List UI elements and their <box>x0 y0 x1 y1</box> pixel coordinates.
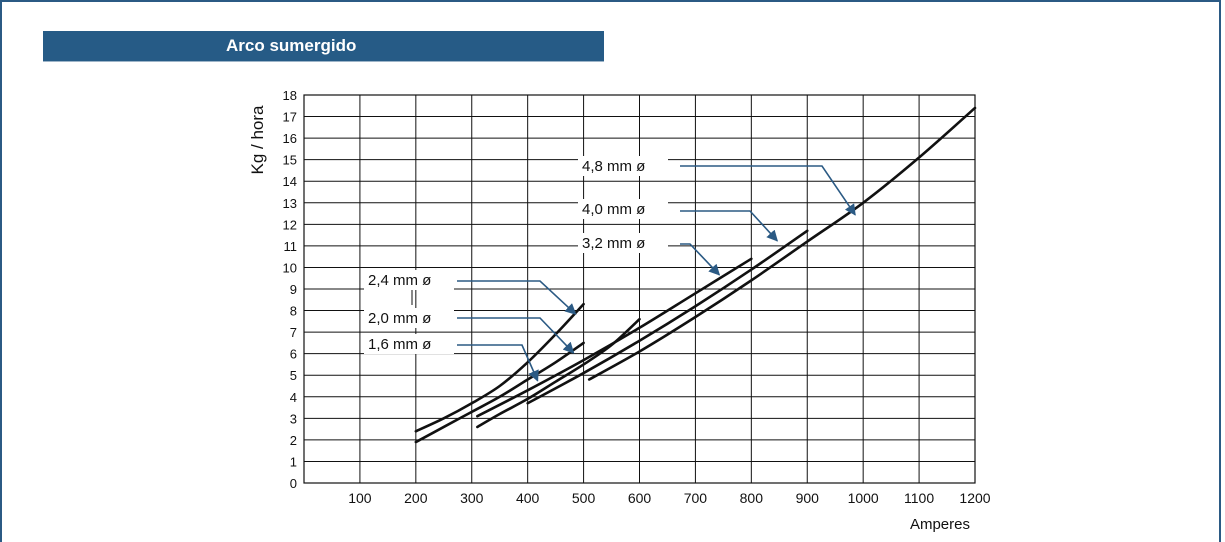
curve-32mm <box>476 257 753 418</box>
leader-arrow-24mm <box>457 280 577 315</box>
x-axis-label: Amperes <box>910 516 970 533</box>
header-rule <box>43 61 604 62</box>
leader-arrow-20mm <box>457 317 575 354</box>
y-tick-label: 9 <box>290 282 297 297</box>
curve-40mm <box>526 229 809 405</box>
label-16mm: 1,6 mm ø <box>368 336 431 353</box>
curve-48mm <box>587 106 977 381</box>
y-axis-label: Kg / hora <box>248 105 267 175</box>
label-bg-40mm <box>578 199 668 219</box>
x-tick-label: 600 <box>628 490 652 506</box>
y-tick-label: 2 <box>290 433 297 448</box>
x-tick-label: 900 <box>796 490 820 506</box>
leader-arrow-48mm <box>680 165 856 216</box>
label-40mm: 4,0 mm ø <box>582 201 645 218</box>
label-48mm: 4,8 mm ø <box>582 158 645 175</box>
y-tick-label: 12 <box>283 217 297 232</box>
x-tick-label: 1200 <box>959 490 990 506</box>
x-tick-label: 500 <box>572 490 596 506</box>
label-bg-48mm <box>578 156 668 176</box>
y-tick-label: 4 <box>290 390 297 405</box>
leader-arrow-40mm <box>680 210 779 242</box>
x-tick-label: 200 <box>404 490 428 506</box>
leader-arrow-32mm <box>680 243 721 276</box>
label-24mm: 2,4 mm ø <box>368 272 431 289</box>
y-tick-label: 6 <box>290 347 297 362</box>
y-tick-label: 13 <box>283 196 297 211</box>
leader-arrow-16mm <box>457 344 539 382</box>
y-tick-label: 7 <box>290 325 297 340</box>
x-tick-label: 1100 <box>904 490 934 506</box>
y-tick-label: 15 <box>283 153 297 168</box>
x-tick-label: 400 <box>516 490 540 506</box>
y-tick-label: 16 <box>283 131 297 146</box>
y-tick-label: 1 <box>290 454 297 469</box>
y-tick-label: 3 <box>290 411 297 426</box>
y-tick-label: 5 <box>290 368 297 383</box>
x-tick-label: 700 <box>684 490 708 506</box>
y-tick-label: 10 <box>283 260 297 275</box>
y-tick-label: 8 <box>290 304 297 319</box>
curve-20mm <box>414 341 585 444</box>
y-tick-label: 18 <box>283 88 297 103</box>
label-bg-32mm <box>578 233 668 253</box>
x-tick-label: 800 <box>740 490 764 506</box>
y-tick-label: 11 <box>284 239 298 254</box>
label-bg-16mm <box>364 334 454 354</box>
label-bg-20mm <box>364 308 454 328</box>
x-tick-label: 300 <box>460 490 484 506</box>
label-20mm: 2,0 mm ø <box>368 310 431 327</box>
y-tick-label: 17 <box>283 110 297 125</box>
label-32mm: 3,2 mm ø <box>582 235 645 252</box>
label-bg-24mm <box>364 270 454 290</box>
x-tick-label: 1000 <box>848 490 879 506</box>
section-header: Arco sumergido <box>43 31 604 61</box>
y-tick-label: 0 <box>290 476 297 491</box>
y-tick-label: 14 <box>283 174 297 189</box>
x-tick-label: 100 <box>348 490 372 506</box>
